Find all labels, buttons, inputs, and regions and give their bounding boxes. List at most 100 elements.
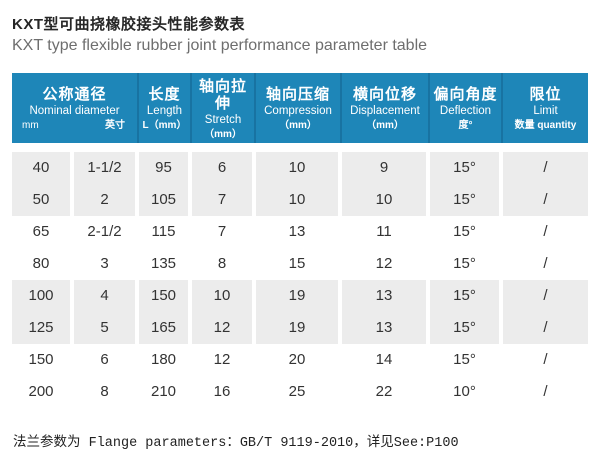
header-label-unit: （mm） (279, 120, 317, 131)
cell-deflection: 15° (430, 216, 503, 248)
cell-inch: 1-1/2 (74, 152, 139, 184)
header-subunit-mm: mm (22, 120, 39, 131)
header-label-unit: （mm） (366, 120, 404, 131)
cell-inch: 2 (74, 184, 139, 216)
cell-displacement: 12 (342, 248, 430, 280)
header-label-zh: 限位 (529, 86, 562, 103)
cell-length: 95 (139, 152, 192, 184)
cell-inch: 6 (74, 344, 139, 376)
cell-mm: 125 (12, 312, 74, 344)
table-row: 80 3 135 8 15 12 15° / (12, 248, 588, 280)
cell-inch: 2-1/2 (74, 216, 139, 248)
cell-stretch: 6 (192, 152, 256, 184)
header-label-zh: 偏向角度 (433, 86, 498, 103)
header-label-zh: 轴向压缩 (265, 86, 330, 103)
cell-displacement: 14 (342, 344, 430, 376)
cell-stretch: 10 (192, 280, 256, 312)
cell-mm: 40 (12, 152, 74, 184)
header-cell-compression: 轴向压缩 Compression （mm） (256, 73, 342, 143)
header-label-unit: L（mm） (142, 120, 187, 131)
header-label-unit: 度° (458, 120, 473, 131)
cell-mm: 150 (12, 344, 74, 376)
table-body: 40 1-1/2 95 6 10 9 15°/50 2 105 7 10 10 15°/65 2-1/2 1… (12, 152, 588, 408)
cell-mm: 80 (12, 248, 74, 280)
cell-deflection: 15° (430, 280, 503, 312)
cell-limit: / (503, 312, 588, 344)
cell-compression: 13 (256, 216, 342, 248)
cell-compression: 10 (256, 152, 342, 184)
cell-length: 180 (139, 344, 192, 376)
cell-displacement: 13 (342, 312, 430, 344)
cell-stretch: 7 (192, 216, 256, 248)
cell-limit: / (503, 184, 588, 216)
cell-length: 115 (139, 216, 192, 248)
header-label-en: Displacement (350, 105, 420, 117)
cell-stretch: 8 (192, 248, 256, 280)
header-cell-displacement: 横向位移 Displacement （mm） (342, 73, 430, 143)
table-row: 125 5 165 12 19 13 15° / (12, 312, 588, 344)
header-nominal-en: Nominal diameter (29, 105, 120, 117)
table-row: 40 1-1/2 95 6 10 9 15° / (12, 152, 588, 184)
table-row: 65 2-1/2 115 7 13 11 15° / (12, 216, 588, 248)
page-title-english: KXT type flexible rubber joint performan… (12, 37, 428, 54)
header-subunit-inch: 英寸 (105, 120, 125, 131)
cell-compression: 15 (256, 248, 342, 280)
cell-length: 105 (139, 184, 192, 216)
cell-limit: / (503, 280, 588, 312)
table-row: 200 8 210 16 25 22 10° / (12, 376, 588, 408)
cell-deflection: 15° (430, 184, 503, 216)
cell-length: 150 (139, 280, 192, 312)
header-label-en: Length (146, 105, 183, 117)
cell-limit: / (503, 376, 588, 408)
cell-length: 165 (139, 312, 192, 344)
header-nominal-subunits: mm 英寸 (12, 120, 137, 132)
cell-deflection: 10° (430, 376, 503, 408)
header-cell-stretch: 轴向拉伸 Stretch （mm） (192, 73, 256, 143)
table-row: 100 4 150 10 19 13 15° / (12, 280, 588, 312)
header-label-en: Compression (264, 105, 332, 117)
table-row: 50 2 105 7 10 10 15° / (12, 184, 588, 216)
cell-mm: 65 (12, 216, 74, 248)
header-label-unit: （mm） (204, 128, 242, 140)
cell-mm: 50 (12, 184, 74, 216)
cell-mm: 100 (12, 280, 74, 312)
header-cell-length: 长度 Length L（mm） (139, 73, 192, 143)
cell-limit: / (503, 344, 588, 376)
header-label-en: Deflection (439, 105, 492, 117)
cell-displacement: 13 (342, 280, 430, 312)
cell-deflection: 15° (430, 152, 503, 184)
cell-displacement: 22 (342, 376, 430, 408)
cell-stretch: 16 (192, 376, 256, 408)
cell-limit: / (503, 248, 588, 280)
header-label-zh: 横向位移 (352, 86, 417, 103)
cell-compression: 19 (256, 312, 342, 344)
cell-length: 135 (139, 248, 192, 280)
cell-inch: 3 (74, 248, 139, 280)
cell-displacement: 9 (342, 152, 430, 184)
cell-inch: 5 (74, 312, 139, 344)
header-label-zh: 长度 (148, 86, 181, 103)
cell-mm: 200 (12, 376, 74, 408)
cell-limit: / (503, 152, 588, 184)
cell-compression: 19 (256, 280, 342, 312)
header-label-en: Stretch (204, 113, 242, 126)
table-row: 150 6 180 12 20 14 15° / (12, 344, 588, 376)
cell-inch: 8 (74, 376, 139, 408)
cell-compression: 25 (256, 376, 342, 408)
header-cell-deflection: 偏向角度 Deflection 度° (430, 73, 503, 143)
header-nominal-zh: 公称通径 (42, 86, 107, 103)
header-cell-nominal-diameter: 公称通径 Nominal diameter mm 英寸 (12, 73, 139, 143)
header-label-en: Limit (533, 105, 558, 117)
flange-parameters-note: 法兰参数为 Flange parameters：GB/T 9119-2010，详… (13, 436, 459, 451)
cell-limit: / (503, 216, 588, 248)
cell-displacement: 10 (342, 184, 430, 216)
cell-deflection: 15° (430, 344, 503, 376)
cell-deflection: 15° (430, 312, 503, 344)
header-label-unit: 数量 quantity (514, 120, 577, 131)
page-title-chinese: KXT型可曲挠橡胶接头性能参数表 (12, 16, 246, 33)
cell-deflection: 15° (430, 248, 503, 280)
cell-stretch: 7 (192, 184, 256, 216)
parameter-table: 公称通径 Nominal diameter mm 英寸 长度 Length L（mm… (12, 73, 588, 408)
header-cell-limit: 限位 Limit 数量 quantity (503, 73, 588, 143)
cell-stretch: 12 (192, 312, 256, 344)
